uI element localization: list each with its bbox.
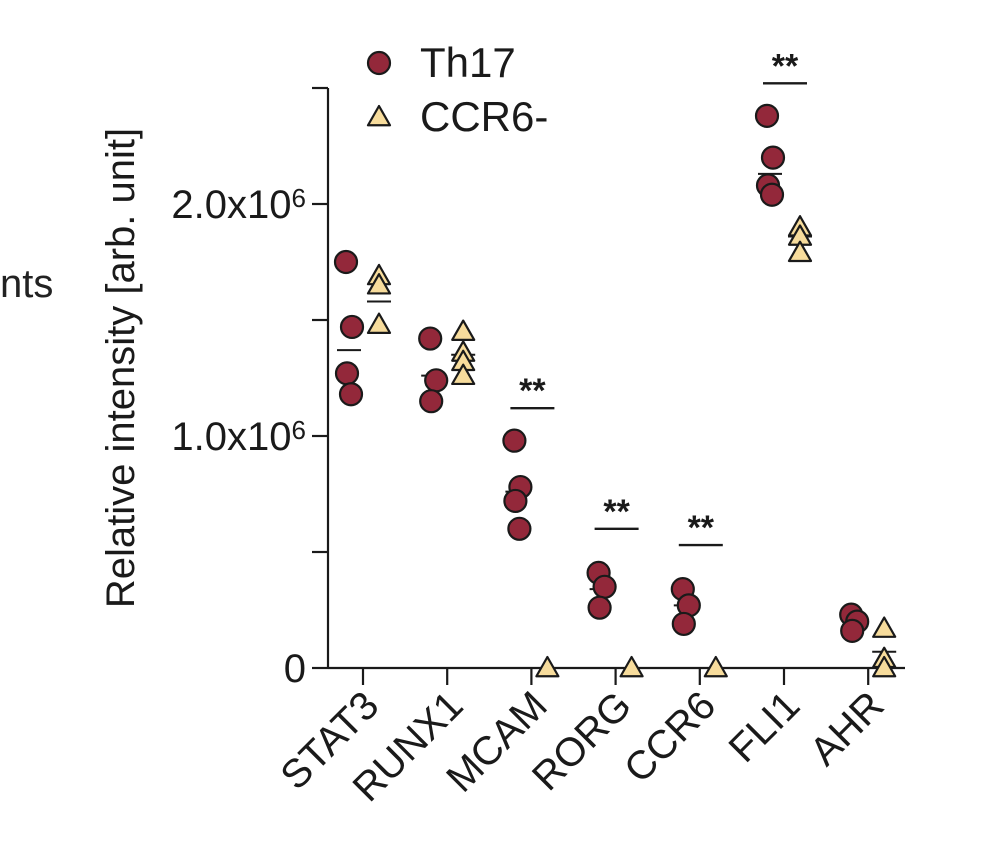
y-tick-label: 1.0x106 [171,415,306,459]
y-tick-exponent: 6 [292,415,306,445]
th17-point [840,618,865,643]
th17-point [502,428,527,453]
ccr6neg-point [366,312,392,334]
y-tick-label: 0 [284,647,306,691]
legend-label-th17: Th17 [420,39,516,86]
ccr6neg-point [451,319,476,341]
th17-point [754,103,780,128]
th17-point [671,611,696,637]
ccr6neg-point [872,616,897,638]
th17-point [333,249,359,275]
ccr6neg-point [787,240,813,263]
legend-marker-th17 [366,50,392,76]
ccr6neg-point [366,273,392,295]
ccr6neg-point [872,655,897,678]
ccr6neg-point [619,655,644,678]
ccr6neg-point [451,363,476,386]
significance-label: ** [519,372,546,410]
th17-point [507,516,532,541]
th17-point [587,595,612,620]
significance-label: ** [772,47,799,85]
legend-marker-ccr6neg [366,104,392,127]
th17-point [592,574,617,599]
ccr6neg-point [535,655,560,678]
th17-point [503,488,528,514]
legend-label-ccr6neg: CCR6- [420,93,548,140]
th17-point [334,361,360,386]
th17-point [339,314,365,340]
x-tick-label: AHR [802,683,893,774]
y-tick-label: 2.0x106 [171,183,306,227]
th17-point [418,326,443,351]
th17-point [759,182,785,207]
th17-point [419,389,444,414]
x-tick-label: CCR6 [616,683,724,791]
significance-label: ** [603,493,630,531]
significance-label: ** [688,509,715,547]
cropped-side-label: nts [0,262,54,306]
th17-point [760,145,786,170]
ccr6neg-point [703,655,728,678]
y-tick-exponent: 6 [292,183,306,213]
y-axis-label: Relative intensity [arb. unit] [99,128,143,608]
th17-point [338,382,364,407]
th17-point [424,368,449,393]
x-tick-label: FLI1 [721,683,809,771]
